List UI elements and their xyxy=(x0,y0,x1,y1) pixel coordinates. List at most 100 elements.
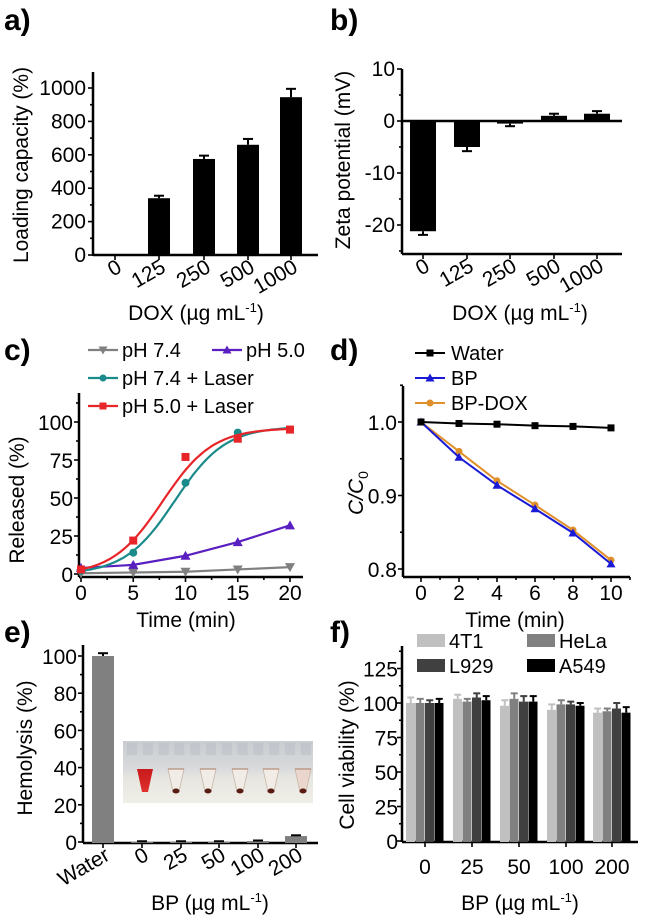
legend-item: BP-DOX xyxy=(415,393,528,415)
data-point xyxy=(493,420,501,428)
data-point xyxy=(531,422,539,430)
y-axis-label: Released (%) xyxy=(6,436,29,563)
panel-label-e: e) xyxy=(4,616,31,649)
photo-rack-slot xyxy=(253,743,264,755)
rbc-pellet xyxy=(236,788,244,794)
photo-rack-slot xyxy=(285,743,295,755)
legend-item: A549 xyxy=(527,656,606,678)
photo-rack-slot xyxy=(174,743,185,755)
x-tick-label: 50 xyxy=(198,843,230,875)
x-axis-label: BP (µg mL-1) xyxy=(461,890,579,915)
series-line xyxy=(80,427,291,571)
y-tick-label: 1.0 xyxy=(368,412,397,435)
legend-swatch-marker xyxy=(426,349,434,357)
x-tick-label: 125 xyxy=(128,255,170,292)
bar-4t1 xyxy=(406,703,415,842)
y-tick-label: 75 xyxy=(50,450,73,473)
x-tick-label: 1000 xyxy=(250,255,302,298)
legend-label: 4T1 xyxy=(449,631,483,653)
x-tick-label: 200 xyxy=(265,843,307,880)
series-line xyxy=(80,427,291,573)
photo-rack-slot xyxy=(127,743,137,755)
bar-hela xyxy=(462,701,472,842)
data-point xyxy=(417,418,425,426)
legend-label: BP xyxy=(451,368,478,390)
data-point xyxy=(285,563,295,573)
legend-item: BP xyxy=(415,368,478,390)
bar-125 xyxy=(148,198,170,255)
legend: pH 7.4 pH 5.0 pH 7.4 + Laser pH 5.0 + Laser xyxy=(88,340,305,418)
data-point xyxy=(129,536,138,545)
x-axis-label: Time (min) xyxy=(465,609,565,632)
x-tick-label: 6 xyxy=(529,582,541,605)
data-point xyxy=(607,424,615,432)
y-tick-label: 40 xyxy=(54,758,77,781)
series-bp xyxy=(416,417,616,568)
bar-l929 xyxy=(472,697,481,842)
photo-rack-slot xyxy=(300,743,311,755)
bar-100 xyxy=(247,841,269,843)
legend-swatch xyxy=(417,659,445,672)
data-point xyxy=(232,565,243,575)
x-tick-label: 1000 xyxy=(556,254,608,297)
rbc-pellet xyxy=(204,788,212,794)
x-tick-label: 500 xyxy=(523,254,565,291)
x-tick-label: 100 xyxy=(548,856,583,879)
series-water xyxy=(417,418,615,432)
legend-item: pH 7.4 + Laser xyxy=(88,368,254,390)
bar-group-50 xyxy=(500,692,538,842)
y-tick-label: 0 xyxy=(383,110,395,133)
data-point xyxy=(568,528,578,537)
bar-a549 xyxy=(621,712,631,842)
bar-hela xyxy=(415,703,425,842)
photo-rack-slot xyxy=(190,743,201,755)
y-tick-label: 400 xyxy=(51,177,86,200)
bar-1000 xyxy=(280,97,302,255)
photo-rack-slot xyxy=(221,743,232,755)
series-line xyxy=(420,421,612,565)
legend-label: pH 7.4 xyxy=(122,340,181,362)
bar-group-0 xyxy=(406,696,444,842)
x-axis-label: DOX (µg mL-1) xyxy=(452,300,588,325)
photo-background xyxy=(123,741,313,803)
bar-water xyxy=(92,656,114,843)
y-axis-label: Loading capacity (%) xyxy=(10,67,33,263)
y-axis-label: Zeta potential (mV) xyxy=(332,71,355,250)
bar-4t1 xyxy=(500,705,509,842)
y-tick-label: 100 xyxy=(363,693,398,716)
x-tick-label: 500 xyxy=(217,255,259,292)
legend-swatch-marker xyxy=(425,373,435,382)
panel-label-f: f) xyxy=(330,616,350,649)
x-tick-label: 250 xyxy=(173,255,215,292)
x-tick-label: 250 xyxy=(479,254,521,291)
y-tick-label: 0.8 xyxy=(368,559,397,582)
panel-label-d: d) xyxy=(330,334,358,367)
panel-label-a: a) xyxy=(4,4,31,37)
x-tick-label: 20 xyxy=(278,582,301,605)
y-tick-label: 60 xyxy=(54,720,77,743)
legend-label: BP-DOX xyxy=(451,393,528,415)
x-tick-label: 0 xyxy=(412,254,434,280)
x-tick-label: 10 xyxy=(599,582,622,605)
y-tick-label: 100 xyxy=(42,646,77,669)
x-tick-label: 100 xyxy=(227,843,269,880)
x-tick-label: 0 xyxy=(104,255,126,281)
rbc-pellet xyxy=(299,788,307,794)
x-tick-label: 0 xyxy=(415,582,427,605)
series-line xyxy=(80,524,291,570)
data-point xyxy=(285,520,295,530)
legend-item: pH 5.0 xyxy=(212,340,305,362)
x-axis-label: BP (µg mL-1) xyxy=(151,890,269,915)
y-axis-label: C/C0 xyxy=(345,471,371,515)
data-point xyxy=(455,419,463,427)
y-tick-label: 10 xyxy=(372,58,395,81)
bar-25 xyxy=(170,841,192,843)
x-tick-label: 10 xyxy=(174,582,197,605)
legend-label: Water xyxy=(451,343,504,365)
panel-label-c: c) xyxy=(4,334,31,367)
legend-swatch xyxy=(527,634,555,647)
legend-item: HeLa xyxy=(527,631,608,653)
legend-label: pH 5.0 + Laser xyxy=(122,396,254,418)
bar-a549 xyxy=(575,705,585,842)
